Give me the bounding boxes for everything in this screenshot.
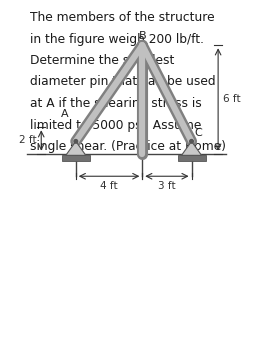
- Text: at A if the shearing stress is: at A if the shearing stress is: [30, 97, 202, 110]
- Polygon shape: [181, 141, 202, 155]
- Text: 3 ft: 3 ft: [158, 181, 176, 191]
- Text: in the figure weigh 200 lb/ft.: in the figure weigh 200 lb/ft.: [30, 32, 204, 45]
- Text: diameter pin that can be used: diameter pin that can be used: [30, 75, 216, 89]
- Text: C: C: [194, 128, 202, 138]
- Text: single shear. (Practice at Home): single shear. (Practice at Home): [30, 140, 226, 153]
- Circle shape: [190, 140, 193, 143]
- Polygon shape: [66, 141, 86, 155]
- Text: Determine the smallest: Determine the smallest: [30, 54, 174, 67]
- Circle shape: [74, 140, 78, 143]
- Text: 6 ft: 6 ft: [223, 95, 241, 104]
- Text: The members of the structure: The members of the structure: [30, 11, 215, 24]
- Text: 2 ft: 2 ft: [19, 135, 36, 146]
- Text: B: B: [139, 31, 146, 41]
- Text: A: A: [61, 109, 69, 119]
- FancyBboxPatch shape: [177, 155, 206, 161]
- Text: limited to 5000 psi. Assume: limited to 5000 psi. Assume: [30, 119, 201, 132]
- Text: 4 ft: 4 ft: [100, 181, 118, 191]
- FancyBboxPatch shape: [62, 155, 90, 161]
